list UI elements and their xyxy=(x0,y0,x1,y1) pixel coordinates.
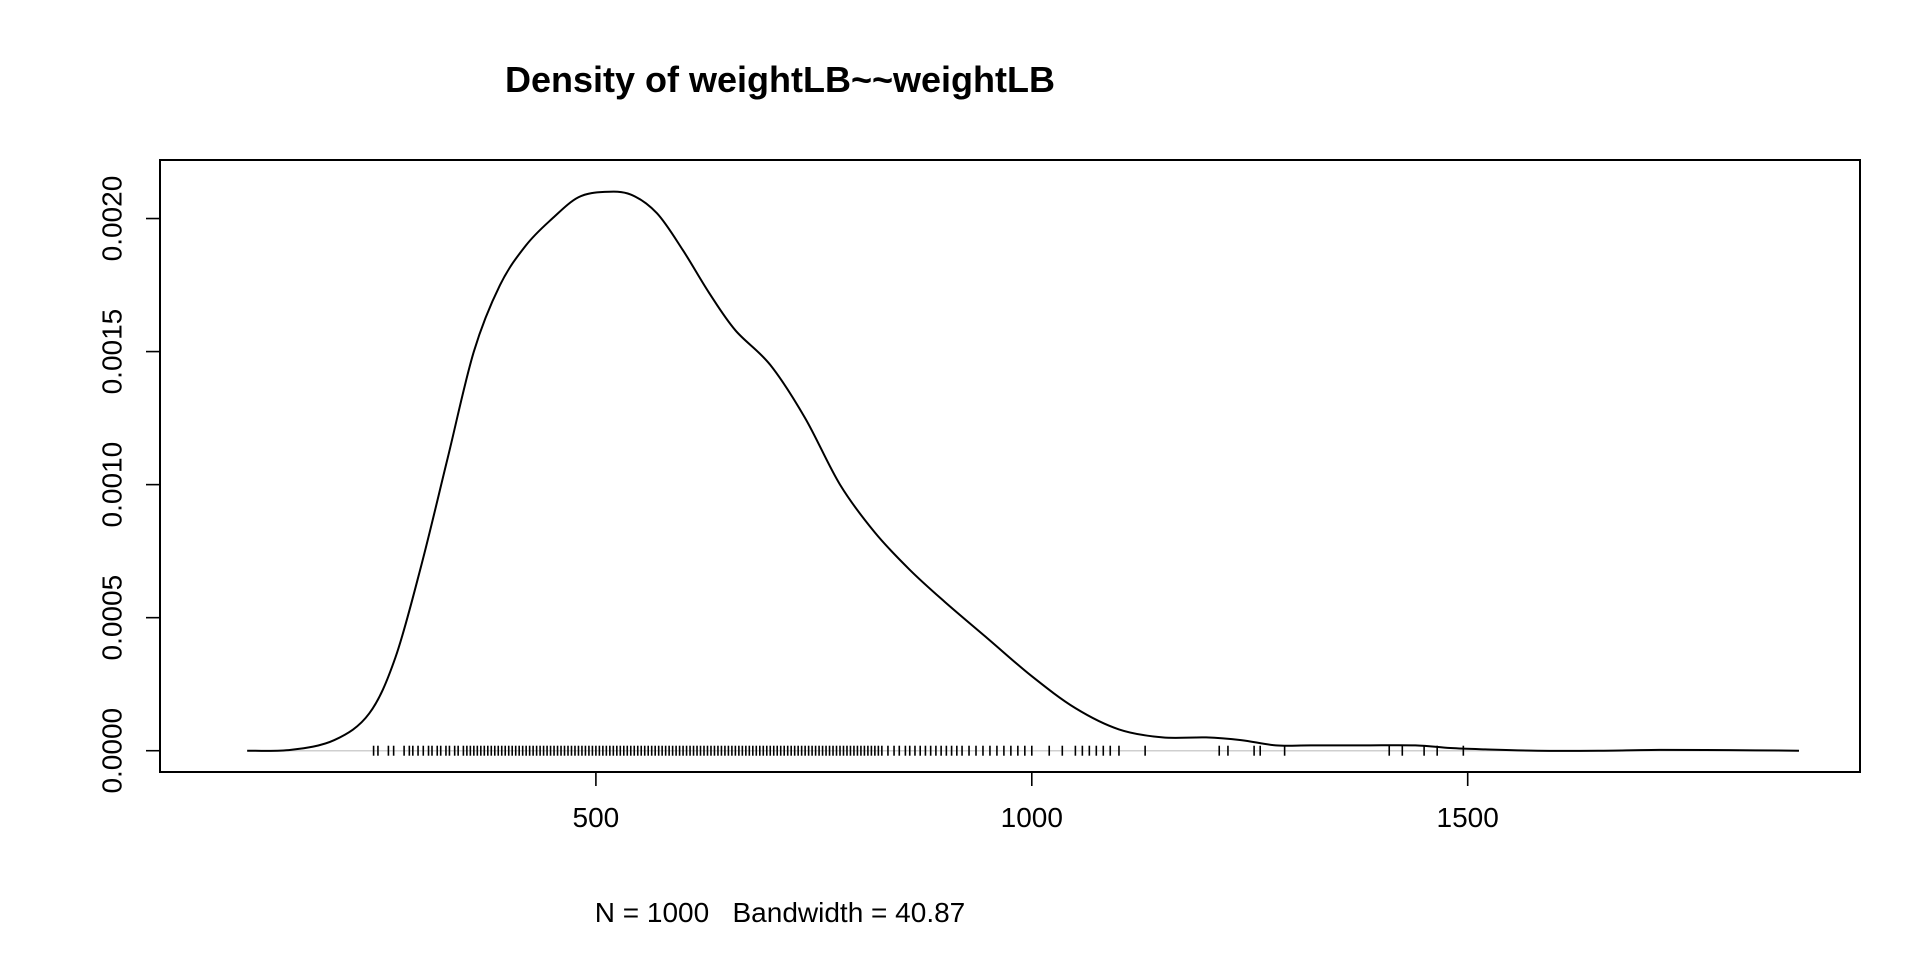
chart-title: Density of weightLB~~weightLB xyxy=(505,59,1055,100)
density-curve xyxy=(247,190,1799,752)
y-tick-label: 0.0015 xyxy=(96,309,127,395)
rug xyxy=(372,745,1465,756)
x-tick-label: 500 xyxy=(573,802,620,833)
y-tick-label: 0.0005 xyxy=(96,575,127,661)
y-tick-label: 0.0010 xyxy=(96,442,127,528)
y-tick-label: 0.0000 xyxy=(96,708,127,794)
x-axis: 500 1000 1500 xyxy=(573,771,1499,833)
x-tick-label: 1000 xyxy=(1001,802,1063,833)
plot-frame xyxy=(159,159,1861,773)
x-tick-label: 1500 xyxy=(1437,802,1499,833)
x-axis-caption: N = 1000 Bandwidth = 40.87 xyxy=(595,897,966,928)
plot-area xyxy=(247,190,1799,756)
y-axis: 0.0000 0.0005 0.0010 0.0015 0.0020 xyxy=(96,176,161,794)
y-tick-label: 0.0020 xyxy=(96,176,127,262)
